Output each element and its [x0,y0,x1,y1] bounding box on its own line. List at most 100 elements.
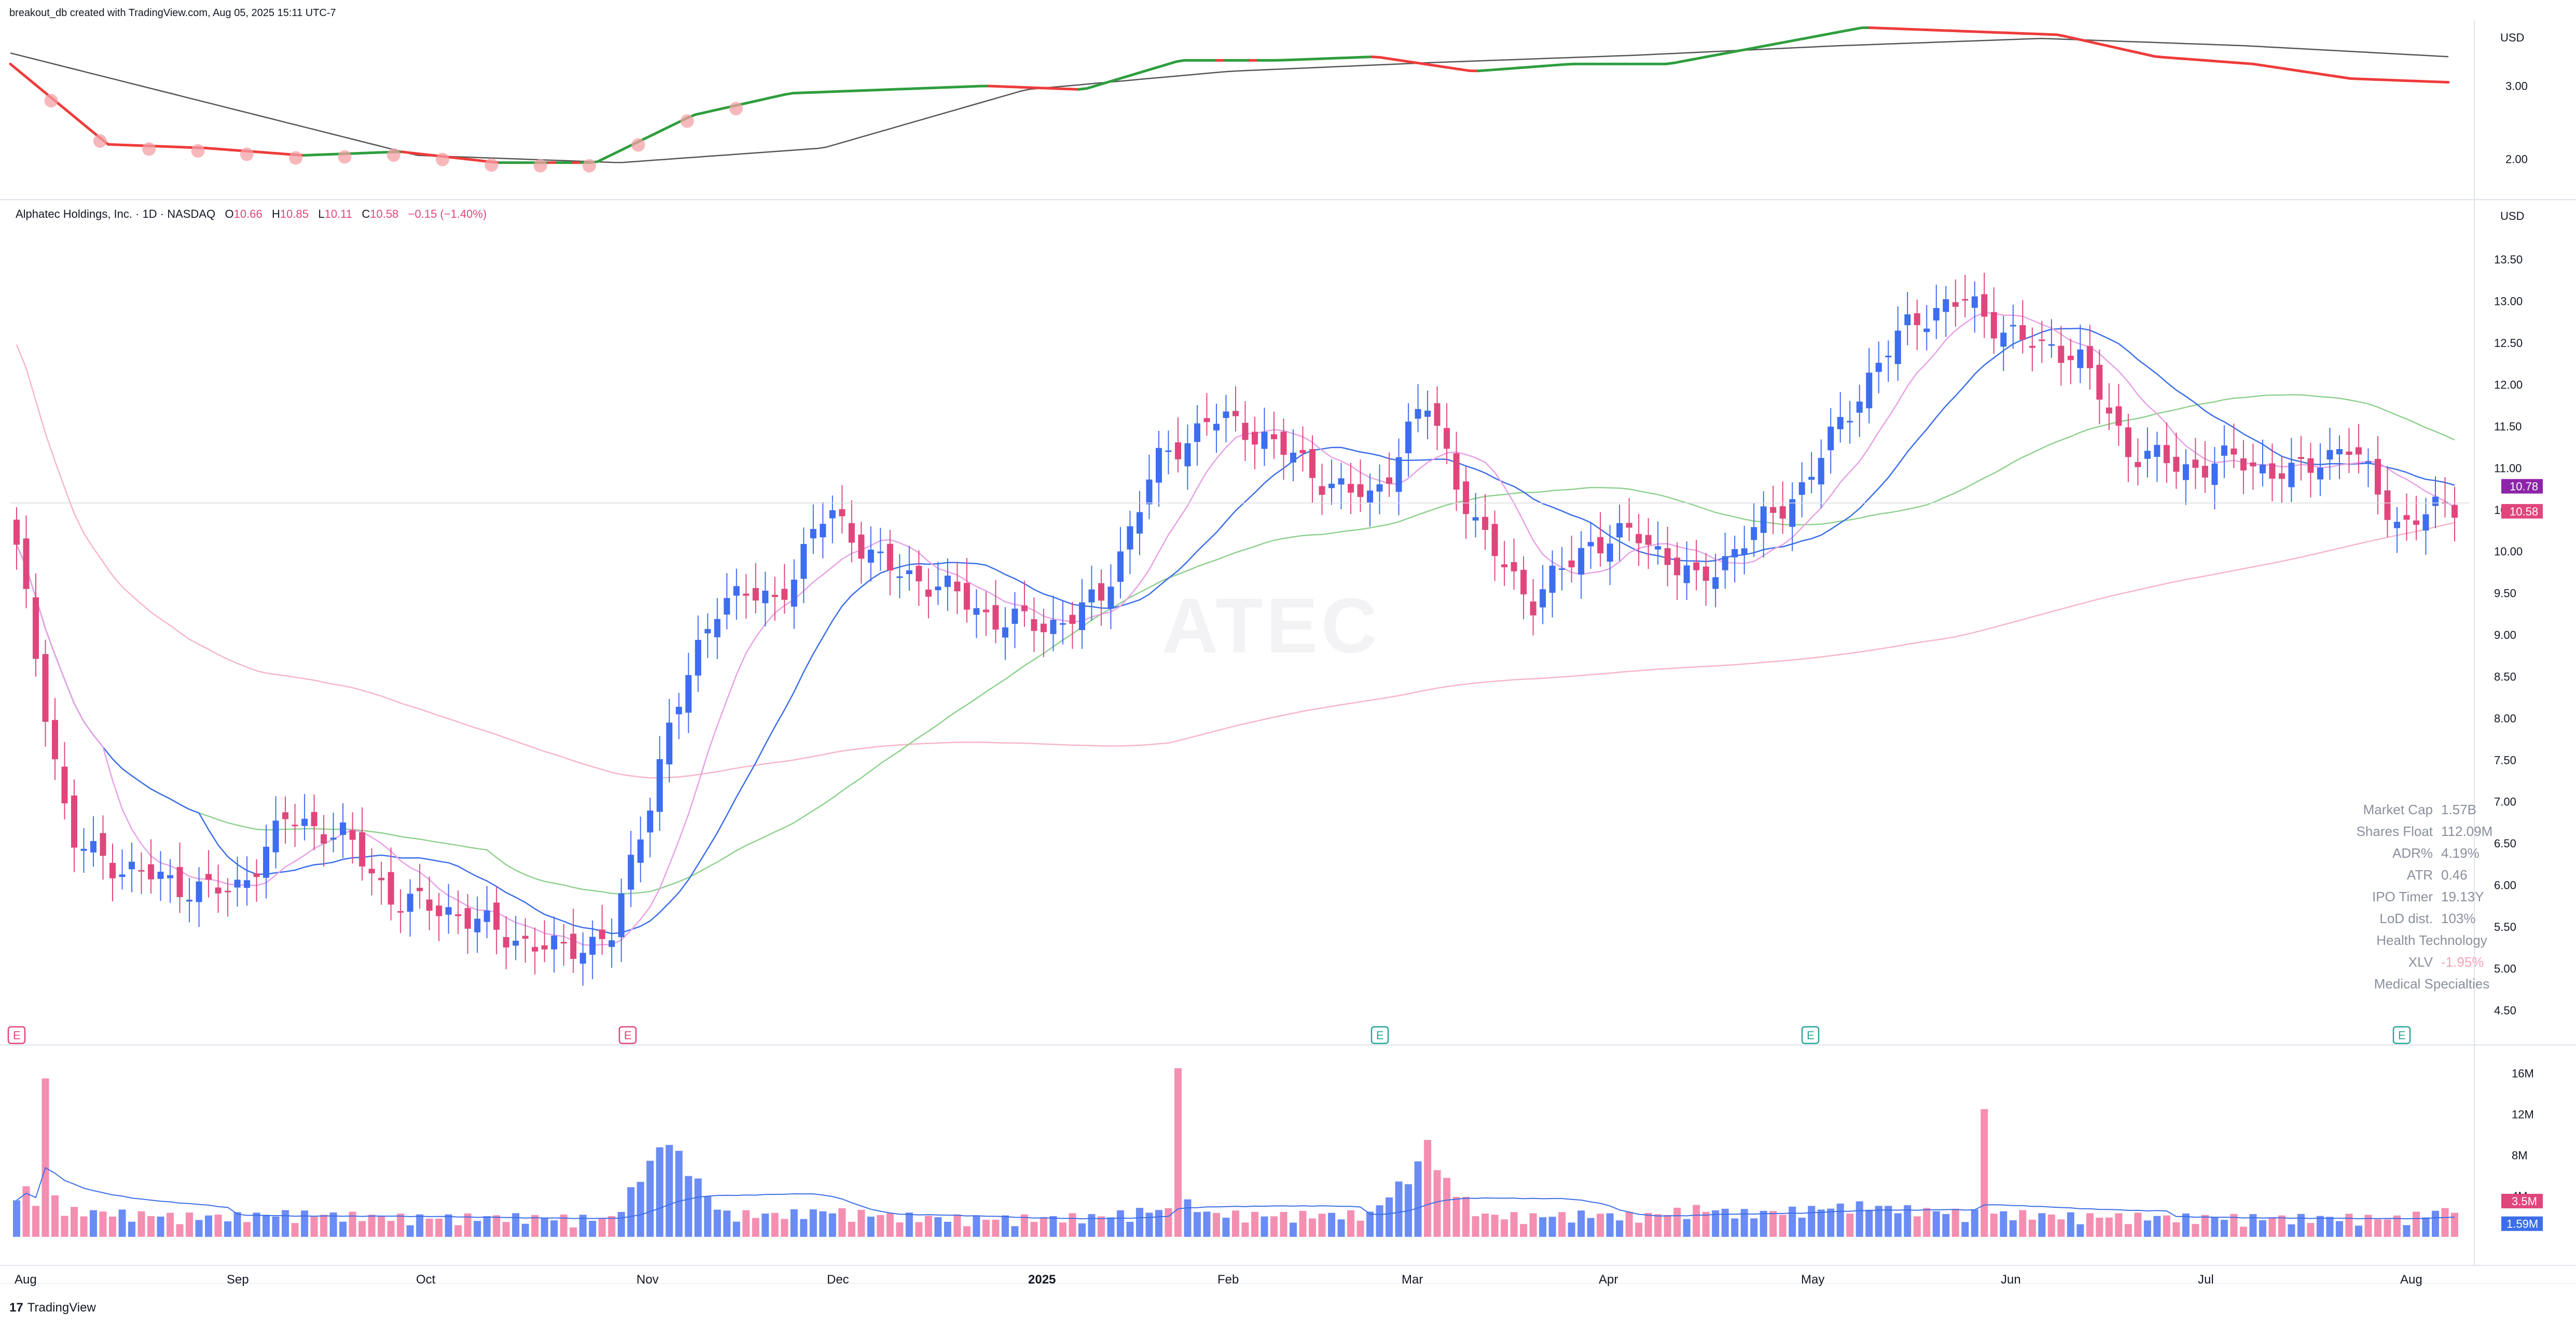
symbol-watermark: ATEC [1162,582,1381,669]
candle-body [1885,355,1892,357]
volume-bar [137,1211,145,1237]
volume-bar [1721,1208,1729,1237]
candle-body [368,869,375,874]
rs-line-segment [1329,57,1341,60]
volume-bar [1356,1220,1364,1237]
volume-bar [167,1212,174,1237]
rs-line-segment [1403,60,1415,64]
volume-bar [2297,1214,2305,1237]
volume-bar [2288,1224,2295,1237]
earnings-marker-label: E [13,1029,21,1042]
candle-body [148,864,155,880]
volume-bar [454,1225,462,1237]
candle-body [1491,524,1498,556]
volume-bar [291,1223,299,1237]
candle-body [1328,483,1335,489]
candle-body [215,887,221,894]
candle-body [724,598,730,615]
volume-bar [1779,1215,1786,1237]
volume-bar [2182,1213,2190,1237]
candle-body [2221,445,2227,456]
volume-bar [1654,1214,1662,1237]
volume-bar [2335,1221,2343,1237]
earnings-marker-label: E [1376,1029,1384,1042]
candle-body [436,905,442,916]
time-tick-label: Nov [636,1273,659,1287]
rs-line-segment [2088,40,2099,45]
volume-bar [1568,1222,1575,1237]
volume-bar [1337,1219,1345,1237]
volume-bar [1126,1222,1134,1237]
volume-bar [1702,1211,1710,1237]
candle-body [1837,417,1844,429]
rs-line-segment [2113,46,2124,51]
candle-body [1636,534,1642,543]
volume-bar [13,1200,20,1237]
stats-key: ADR% [2392,845,2433,861]
volume-bar [1328,1212,1336,1237]
rs-line-segment [1085,85,1097,90]
volume-bar [1760,1210,1767,1237]
volume-bar [1971,1209,1978,1237]
candle-body [1520,569,1527,595]
symbol-legend[interactable]: Alphatec Holdings, Inc. · 1D · NASDAQ O1… [16,207,487,221]
rs-line-segment [131,144,143,147]
rs-line-segment [620,144,632,151]
rs-line-segment [1485,68,1496,72]
volume-bar [2096,1217,2103,1237]
candle-body [1453,453,1460,490]
volume-bar [474,1221,481,1237]
avg-volume-label: 1.59M [2506,1218,2538,1231]
volume-bar [262,1215,270,1237]
rs-line-segment [2080,38,2091,44]
candle-body [1376,484,1383,492]
rs-line-segment [1436,64,1447,68]
rs-line-segment [1729,49,1740,54]
candle-body [2096,365,2103,400]
candle-body [1606,543,1613,562]
last-volume-badge [2501,1194,2543,1209]
close-label: C [362,207,370,220]
rs-line-segment [1158,63,1170,68]
rs-line-segment [1770,41,1781,46]
tradingview-logo[interactable]: 17 TradingView [9,1301,96,1315]
close-value: 10.58 [370,207,399,220]
candle-body [2000,332,2007,347]
volume-bar [838,1208,846,1237]
volume-bar [1049,1216,1057,1237]
stats-key: LoD dist. [2379,910,2433,926]
candle-body [33,597,39,659]
volume-bar [1683,1219,1691,1237]
candle-body [311,812,317,827]
candle-body [695,639,701,676]
candle-body [263,846,270,878]
candle-body [2269,463,2276,479]
candle-body [1444,428,1450,449]
earnings-marker-icon [618,1026,637,1044]
candle-body [2403,515,2410,520]
earnings-marker-label: E [624,1029,632,1042]
rs-line-segment [2104,44,2116,49]
volume-bar [1558,1212,1566,1237]
volume-bar [397,1214,405,1237]
open-label: O [225,207,234,220]
candle-body [1990,312,1997,339]
volume-bar [2038,1213,2046,1237]
volume-bar [1664,1215,1671,1237]
rs-line-segment [9,62,20,72]
volume-bar [2431,1210,2439,1237]
volume-bar [1280,1211,1287,1237]
candle-body [992,605,999,630]
volume-bar [435,1218,443,1237]
candle-body [810,528,816,539]
candle-body [1386,477,1393,484]
volume-bar [2067,1212,2074,1237]
volume-bar [2192,1224,2199,1237]
candle-body [1923,328,1930,332]
rs-line-segment [474,159,485,162]
candle-body [2422,514,2429,531]
candle-body [579,953,586,964]
volume-bar [1414,1161,1422,1237]
candle-body [1712,577,1719,589]
